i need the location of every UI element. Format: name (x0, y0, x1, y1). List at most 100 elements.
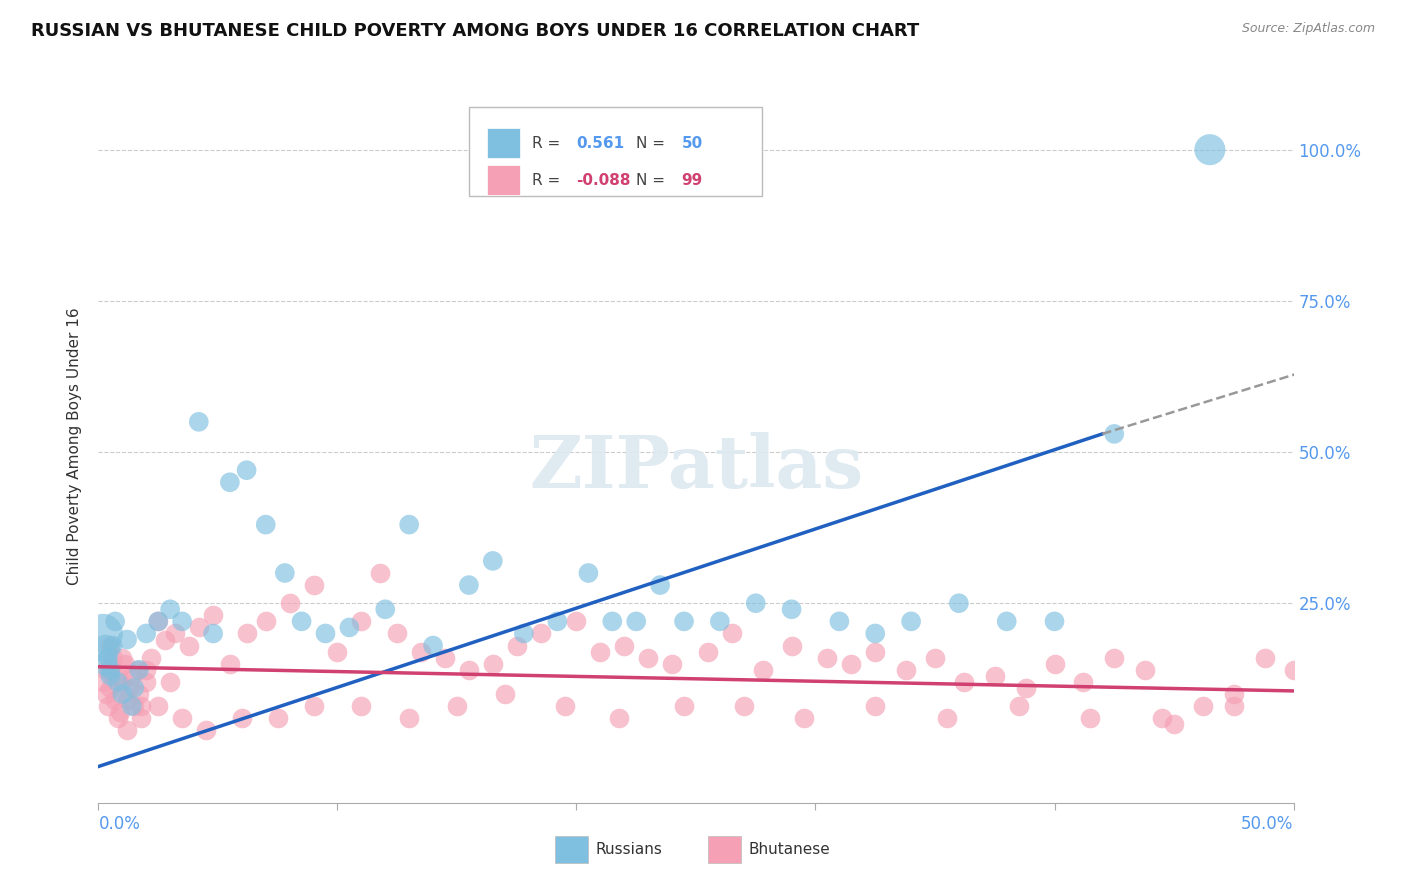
Point (115, 632, 138, 647)
Point (554, 699, 576, 714)
Point (108, 705, 131, 719)
Point (94, 641, 117, 656)
Point (121, 669, 143, 683)
Point (101, 650, 124, 665)
Point (326, 645, 349, 659)
Point (398, 517, 420, 532)
Point (411, 645, 433, 659)
Point (900, 615, 922, 629)
Text: 0.0%: 0.0% (98, 815, 141, 833)
Point (1015, 681, 1038, 695)
Bar (486, 165, 520, 195)
Text: 0.561: 0.561 (576, 136, 624, 151)
Point (128, 687, 150, 701)
Point (865, 699, 887, 714)
Point (267, 711, 290, 725)
Point (780, 639, 803, 653)
Point (1104, 426, 1126, 441)
Bar (486, 128, 520, 159)
Point (219, 475, 242, 490)
Point (626, 615, 648, 629)
Point (107, 669, 129, 683)
Point (422, 639, 444, 653)
Point (578, 566, 600, 580)
Point (1282, 663, 1305, 677)
Point (374, 602, 396, 616)
Point (733, 699, 755, 714)
Point (339, 620, 361, 634)
Point (1104, 650, 1126, 665)
Point (124, 681, 146, 695)
Point (131, 699, 153, 714)
Point (101, 639, 124, 653)
Point (1080, 711, 1102, 725)
Point (202, 608, 225, 623)
Point (494, 687, 516, 701)
Point (135, 663, 157, 677)
Point (104, 693, 127, 707)
Point (91, 626, 114, 640)
Point (202, 626, 225, 640)
Bar (555, 836, 589, 863)
Text: RUSSIAN VS BHUTANESE CHILD POVERTY AMONG BOYS UNDER 16 CORRELATION CHART: RUSSIAN VS BHUTANESE CHILD POVERTY AMONG… (31, 22, 920, 40)
Point (995, 615, 1018, 629)
Point (135, 626, 157, 640)
Text: R =: R = (533, 173, 565, 188)
Point (94, 663, 117, 677)
Point (148, 615, 170, 629)
Point (278, 596, 301, 610)
Text: 50.0%: 50.0% (1241, 815, 1294, 833)
Point (1152, 711, 1174, 725)
Point (1043, 615, 1066, 629)
Point (254, 517, 277, 532)
Text: Source: ZipAtlas.com: Source: ZipAtlas.com (1241, 22, 1375, 36)
Point (841, 657, 863, 671)
Point (952, 674, 974, 689)
Point (481, 554, 505, 568)
Point (131, 711, 153, 725)
Point (565, 615, 588, 629)
FancyBboxPatch shape (470, 107, 762, 196)
Point (1199, 143, 1222, 157)
Point (648, 578, 672, 592)
Point (434, 650, 457, 665)
Point (1191, 699, 1213, 714)
Point (828, 615, 851, 629)
Point (637, 650, 659, 665)
Point (1254, 650, 1277, 665)
Point (385, 626, 409, 640)
Point (114, 657, 136, 671)
Text: ZIPatlas: ZIPatlas (529, 432, 863, 503)
Point (1008, 699, 1031, 714)
Text: -0.088: -0.088 (576, 173, 631, 188)
Point (128, 663, 150, 677)
Point (530, 626, 553, 640)
Point (924, 650, 946, 665)
Point (481, 657, 505, 671)
Point (163, 626, 186, 640)
Point (107, 674, 129, 689)
Point (121, 699, 143, 714)
Point (254, 615, 277, 629)
Point (172, 711, 194, 725)
Point (1223, 699, 1246, 714)
Point (195, 723, 218, 738)
Point (458, 663, 481, 677)
Point (94, 657, 117, 671)
Point (1163, 717, 1185, 731)
Point (609, 711, 631, 725)
Point (274, 566, 297, 580)
Point (350, 615, 373, 629)
Point (98, 663, 122, 677)
Point (752, 663, 775, 677)
Point (148, 699, 170, 714)
Point (673, 615, 696, 629)
Point (1043, 657, 1066, 671)
Point (745, 596, 768, 610)
Point (697, 645, 720, 659)
Point (302, 699, 325, 714)
Point (661, 657, 683, 671)
Point (948, 596, 970, 610)
Point (673, 699, 696, 714)
Point (139, 650, 162, 665)
